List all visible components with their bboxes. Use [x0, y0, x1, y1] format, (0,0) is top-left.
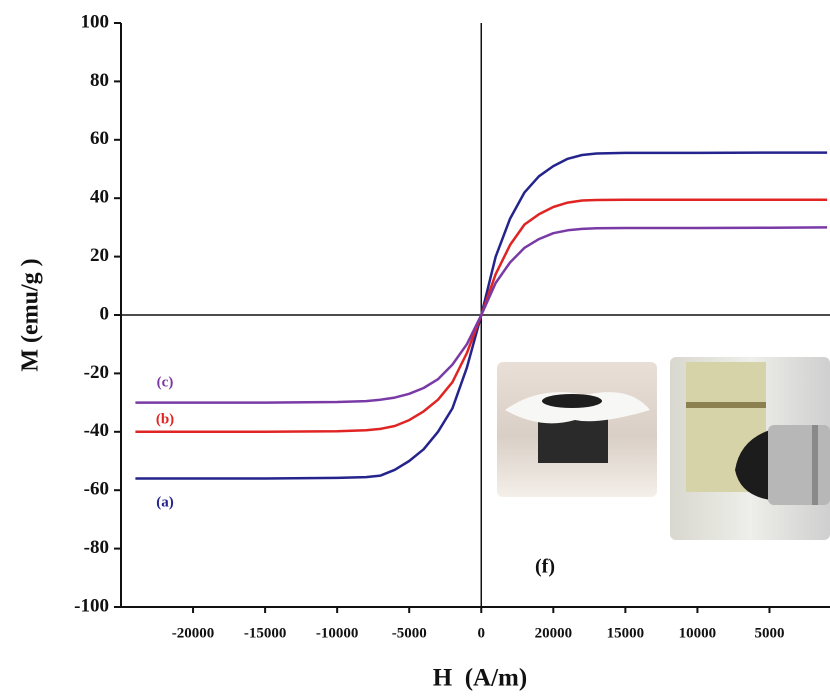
x-tick-label: -15000 [244, 625, 287, 641]
y-tick-label: -40 [84, 420, 109, 441]
y-axis-label: M (emu/g ) [18, 258, 44, 371]
x-tick-label: -5000 [392, 625, 427, 641]
x-tick-label: 5000 [754, 625, 784, 641]
series-label: (c) [157, 374, 174, 390]
x-tick-label: 15000 [607, 625, 645, 641]
y-tick-label: 40 [90, 187, 109, 208]
y-tick-label: 80 [90, 70, 109, 91]
y-tick-label: -80 [84, 537, 109, 558]
y-tick-label: 100 [81, 11, 110, 32]
photo-filter [497, 362, 657, 497]
x-tick-label: 0 [478, 625, 486, 641]
y-tick-label: 0 [100, 303, 110, 324]
annotation: (f) [535, 556, 555, 578]
x-tick-label: 20000 [535, 625, 573, 641]
x-tick-label: -10000 [316, 625, 359, 641]
photo-magnet [670, 357, 830, 540]
x-tick-label: -20000 [172, 625, 215, 641]
series-label: (a) [156, 494, 174, 510]
curve [135, 226, 828, 404]
y-tick-label: 60 [90, 128, 109, 149]
y-tick-label: -60 [84, 479, 109, 500]
y-tick-label: 20 [90, 245, 109, 266]
y-tick-label: -100 [74, 595, 109, 616]
x-tick-label: 10000 [679, 625, 717, 641]
y-tick-label: -20 [84, 362, 109, 383]
x-axis-label: H (A/m) [433, 665, 527, 692]
series-label: (b) [156, 411, 174, 427]
